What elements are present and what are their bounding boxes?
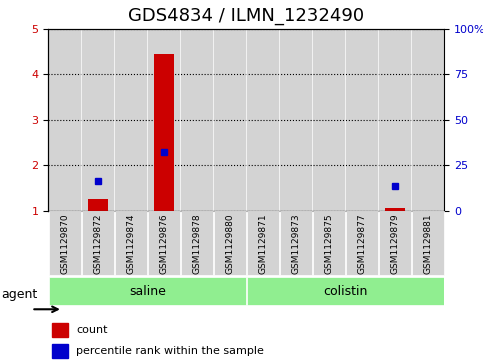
FancyBboxPatch shape [115,211,147,275]
Bar [412,29,444,211]
Bar [52,344,68,358]
Text: count: count [76,325,108,335]
Text: GSM1129877: GSM1129877 [357,214,366,274]
Text: percentile rank within the sample: percentile rank within the sample [76,346,264,356]
FancyBboxPatch shape [346,211,378,275]
Bar [180,29,213,211]
Bar [213,29,246,211]
Text: GSM1129873: GSM1129873 [291,214,300,274]
FancyBboxPatch shape [82,211,114,275]
FancyBboxPatch shape [247,211,279,275]
Bar [279,29,313,211]
Bar [345,29,378,211]
Text: GSM1129881: GSM1129881 [424,214,432,274]
FancyBboxPatch shape [280,211,312,275]
Text: GSM1129875: GSM1129875 [325,214,333,274]
Text: GSM1129871: GSM1129871 [258,214,267,274]
Bar [52,323,68,337]
Text: GSM1129878: GSM1129878 [192,214,201,274]
Text: GSM1129872: GSM1129872 [93,214,102,274]
Bar [154,54,174,211]
Text: GSM1129880: GSM1129880 [226,214,234,274]
Text: GSM1129870: GSM1129870 [60,214,69,274]
Bar [378,29,412,211]
Text: GSM1129876: GSM1129876 [159,214,168,274]
Bar [48,29,81,211]
FancyBboxPatch shape [412,211,444,275]
FancyBboxPatch shape [313,211,345,275]
FancyBboxPatch shape [214,211,246,275]
Bar [147,29,180,211]
FancyBboxPatch shape [379,211,411,275]
FancyBboxPatch shape [148,211,180,275]
Bar [313,29,345,211]
Bar [81,29,114,211]
FancyBboxPatch shape [49,211,81,275]
FancyBboxPatch shape [49,277,246,305]
Title: GDS4834 / ILMN_1232490: GDS4834 / ILMN_1232490 [128,7,364,25]
Text: saline: saline [129,285,166,298]
Bar [114,29,147,211]
FancyBboxPatch shape [181,211,213,275]
Text: colistin: colistin [323,285,368,298]
FancyBboxPatch shape [247,277,444,305]
Text: GSM1129879: GSM1129879 [390,214,399,274]
Bar [385,208,405,211]
Bar [246,29,279,211]
Bar [88,199,108,211]
Text: agent: agent [1,287,38,301]
Text: GSM1129874: GSM1129874 [127,214,135,274]
